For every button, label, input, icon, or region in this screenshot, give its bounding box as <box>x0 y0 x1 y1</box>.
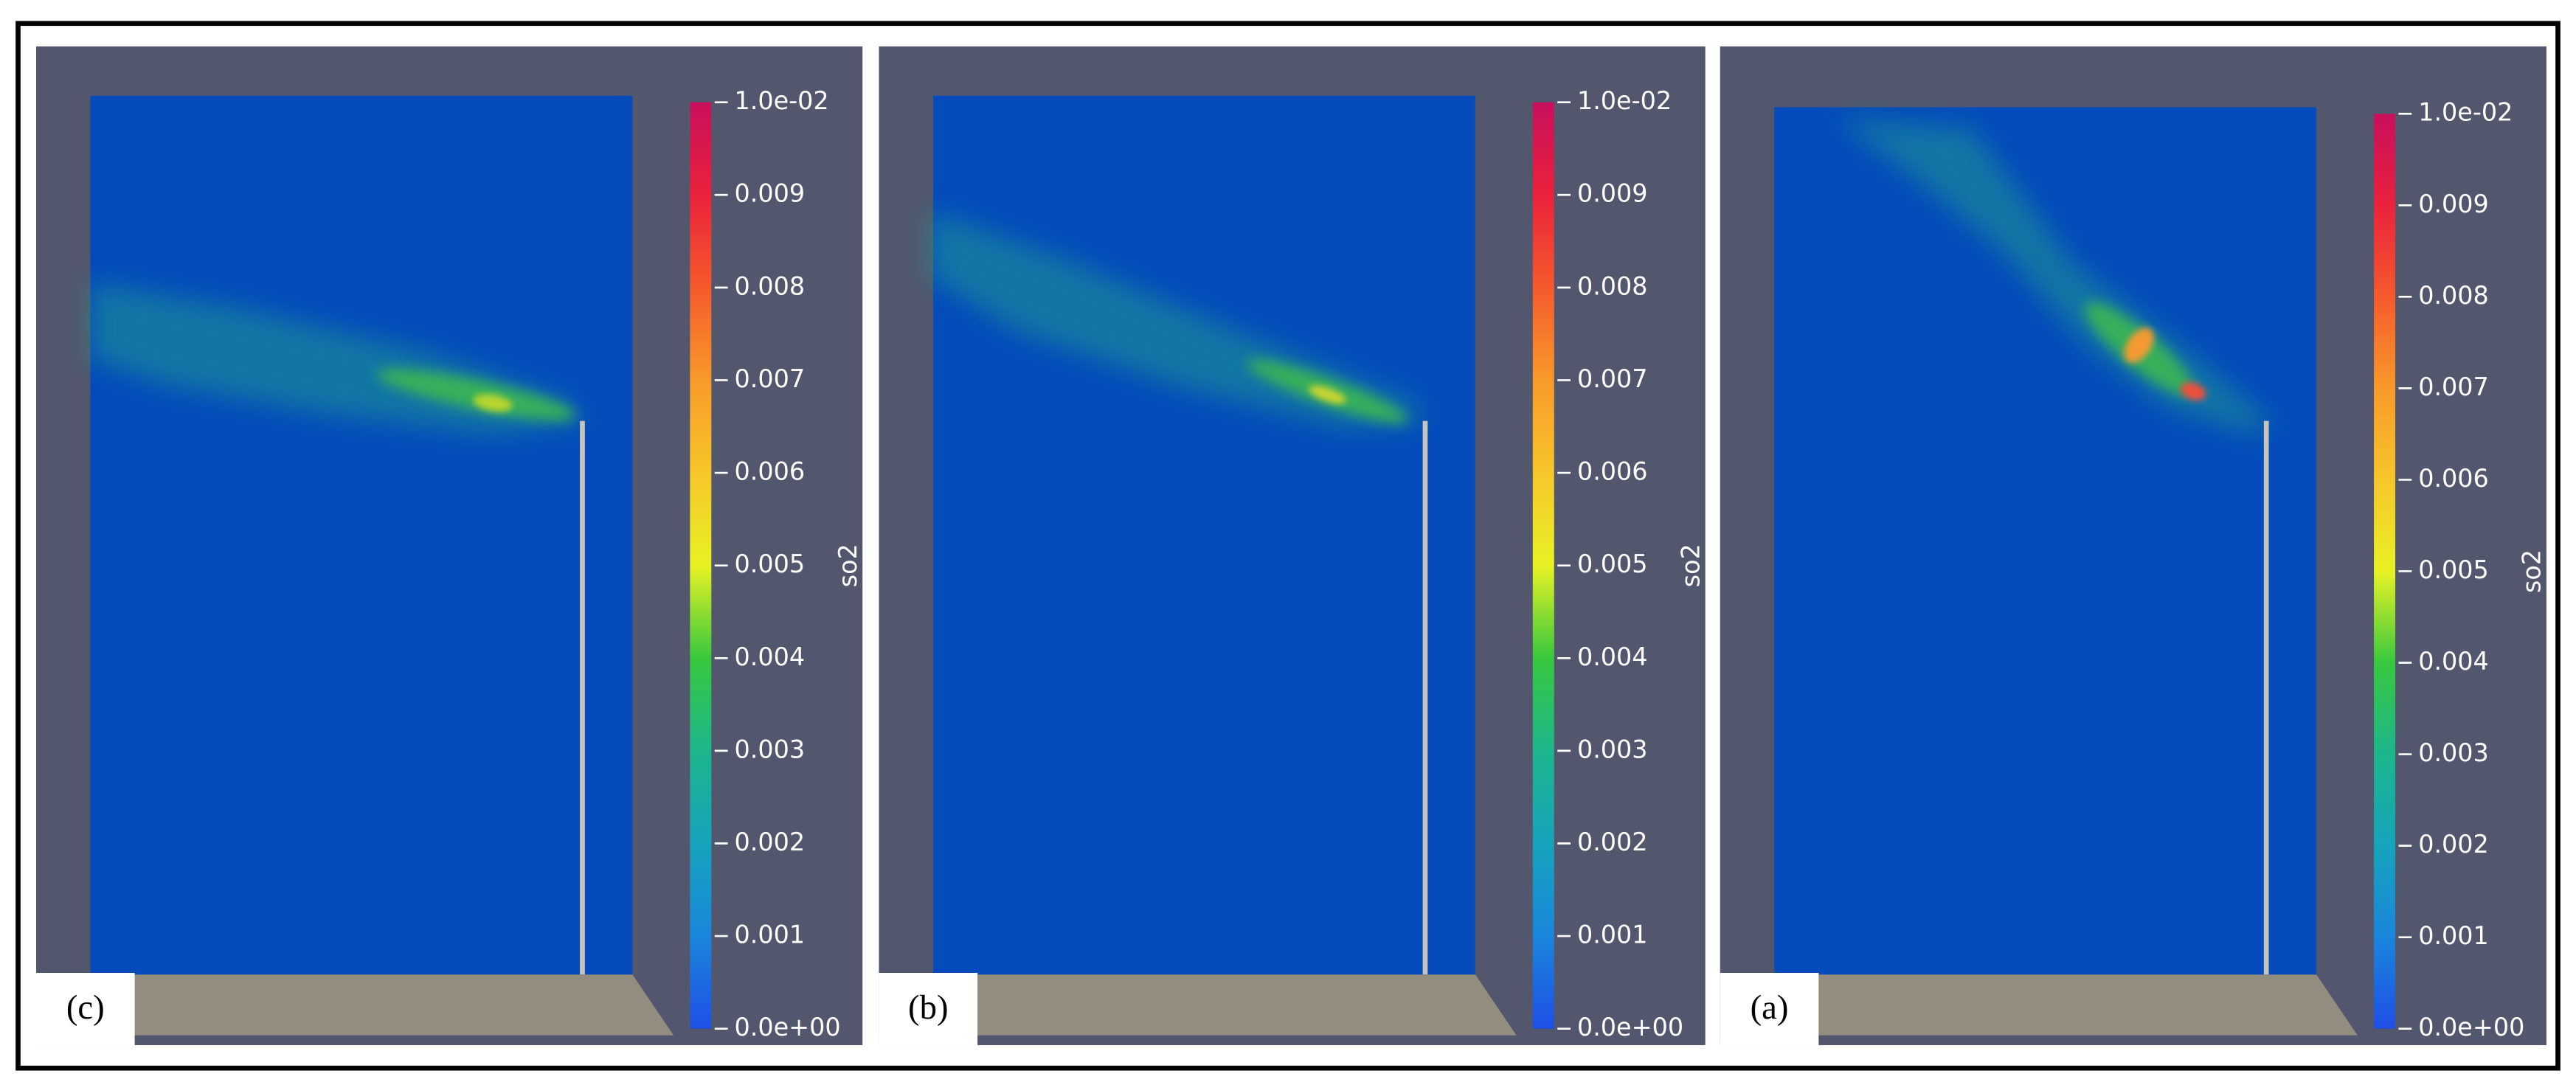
domain <box>90 95 633 975</box>
plume-core <box>376 369 576 420</box>
colorbar-tick-label: 0.005 <box>1577 550 1648 578</box>
colorbar-tick-label: 0.006 <box>734 457 805 486</box>
colorbar-tick-label: 0.009 <box>2418 190 2489 218</box>
ground <box>1720 974 2358 1036</box>
colorbar-tick-label: 0.009 <box>1577 179 1648 208</box>
panel-label: (a) <box>1751 988 1789 1027</box>
colorbar-tick-label: 1.0e-02 <box>2418 98 2513 127</box>
label-box <box>35 972 135 1045</box>
colorbar-tick-label: 0.0e+00 <box>734 1013 840 1041</box>
colorbar <box>2374 114 2396 1029</box>
colorbar-tick-label: 0.004 <box>2418 647 2489 676</box>
colorbar-tick-label: 0.005 <box>2418 555 2489 584</box>
panel-label: (c) <box>66 988 105 1027</box>
colorbar-tick-label: 0.001 <box>2418 921 2489 950</box>
panel-label: (b) <box>908 988 949 1027</box>
plume-hotspot <box>2124 327 2154 363</box>
colorbar-title: so2 <box>1676 544 1705 587</box>
colorbar-tick-label: 0.007 <box>2418 372 2489 401</box>
colorbar-tick-label: 0.002 <box>734 828 805 856</box>
plume-hotspot <box>1309 385 1346 404</box>
colorbar-tick-label: 0.007 <box>1577 364 1648 393</box>
colorbar-tick-label: 0.008 <box>1577 271 1648 300</box>
panel: (b) 0.0e+00 0.001 0.002 0.003 0.004 0.005 0.006… <box>879 46 1706 1045</box>
colorbar-tick-label: 0.004 <box>1577 642 1648 671</box>
colorbar-tick-label: 0.008 <box>734 271 805 300</box>
colorbar-tick-label: 0.006 <box>1577 457 1648 486</box>
chimney <box>2263 420 2269 975</box>
panel: (a) 0.0e+00 0.001 0.002 0.003 0.004 0.005 0.006… <box>1720 46 2546 1045</box>
domain <box>932 95 1475 975</box>
ground <box>35 974 674 1036</box>
ground <box>879 974 1517 1036</box>
colorbar-tick-label: 0.003 <box>2418 738 2489 767</box>
colorbar-tick-label: 0.0e+00 <box>2418 1013 2524 1041</box>
colorbar-tick-label: 0.006 <box>2418 464 2489 493</box>
colorbar-title: so2 <box>2518 550 2546 593</box>
colorbar-tick-label: 1.0e-02 <box>1577 86 1672 115</box>
colorbar <box>690 102 712 1029</box>
colorbar-tick-label: 0.001 <box>734 921 805 949</box>
label-box <box>1720 972 1819 1045</box>
colorbar-tick-label: 0.002 <box>1577 828 1648 856</box>
colorbar-tick-label: 0.005 <box>734 550 805 578</box>
colorbar-tick-label: 0.003 <box>734 735 805 763</box>
colorbar-tick-label: 0.001 <box>1577 921 1648 949</box>
colorbar-tick-label: 0.004 <box>734 642 805 671</box>
colorbar-tick-label: 0.003 <box>1577 735 1648 763</box>
colorbar <box>1532 102 1554 1029</box>
colorbar-tick-label: 0.009 <box>734 179 805 208</box>
plume-hotspot <box>2180 382 2206 401</box>
colorbar-tick-label: 0.008 <box>2418 281 2489 310</box>
colorbar-tick-label: 1.0e-02 <box>734 86 828 115</box>
colorbar-title: so2 <box>834 544 862 587</box>
label-box <box>879 972 978 1045</box>
colorbar-tick-label: 0.0e+00 <box>1577 1013 1683 1041</box>
colorbar-tick-label: 0.002 <box>2418 830 2489 859</box>
chimney <box>1422 420 1428 975</box>
panel: (c) 0.0e+00 0.001 0.002 0.003 0.004 0.005 0.006… <box>35 46 863 1045</box>
plume-hotspot <box>473 394 513 412</box>
colorbar-tick-label: 0.007 <box>734 364 805 393</box>
chimney <box>580 420 585 975</box>
